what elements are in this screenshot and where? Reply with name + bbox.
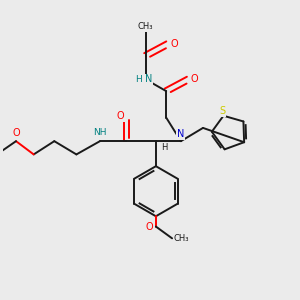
Text: CH₃: CH₃	[138, 22, 153, 32]
Text: H: H	[135, 75, 142, 84]
Text: S: S	[219, 106, 225, 116]
Text: O: O	[146, 222, 153, 232]
Text: N: N	[177, 129, 184, 139]
Text: N: N	[145, 74, 152, 84]
Text: O: O	[191, 74, 199, 84]
Text: O: O	[116, 111, 124, 121]
Text: NH: NH	[93, 128, 107, 137]
Text: O: O	[12, 128, 20, 138]
Text: H: H	[161, 143, 167, 152]
Text: O: O	[170, 39, 178, 49]
Text: CH₃: CH₃	[173, 234, 189, 243]
